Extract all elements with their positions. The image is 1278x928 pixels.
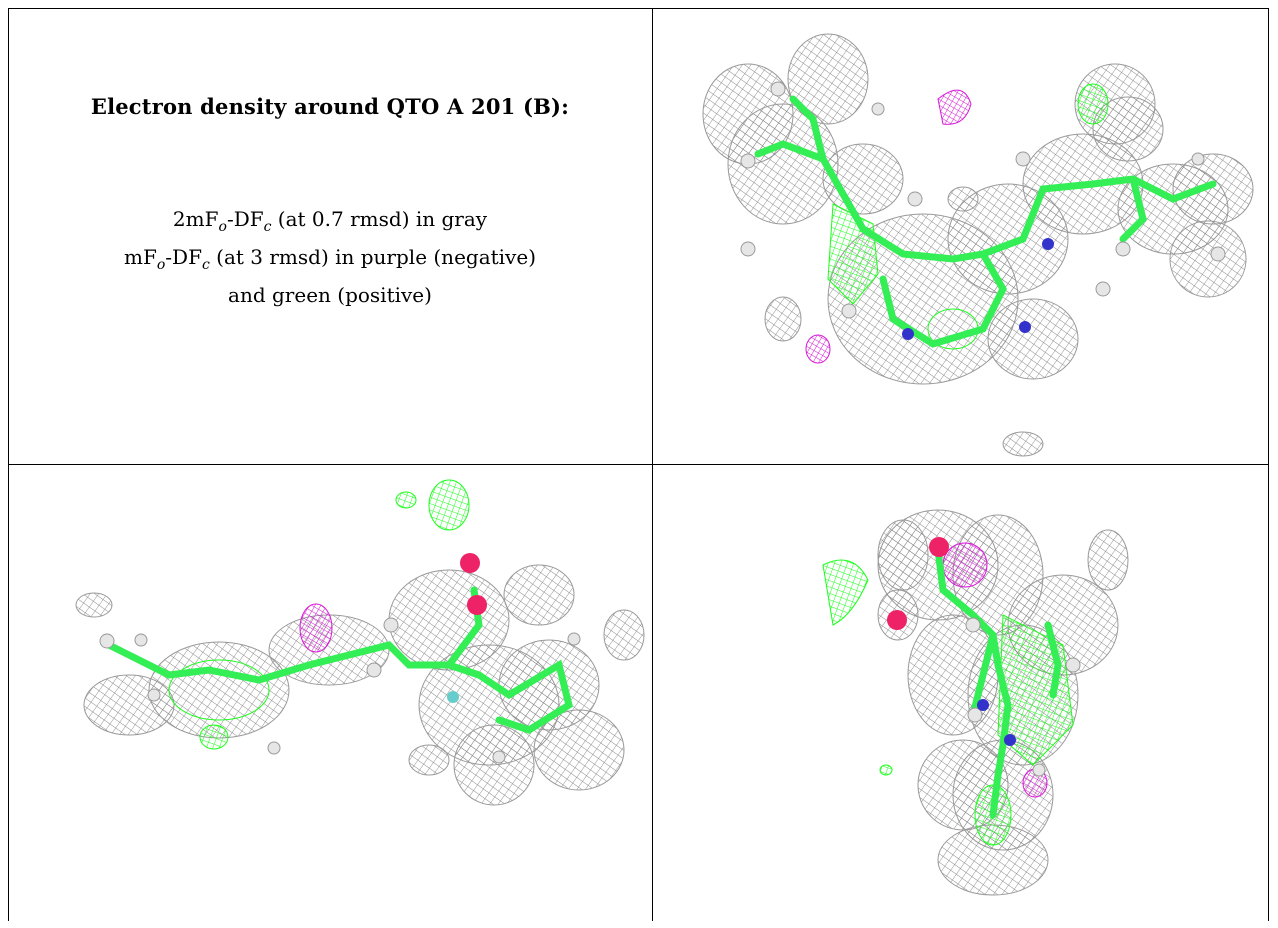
table-border-row — [8, 464, 1269, 465]
oxygen-atoms — [887, 537, 949, 630]
hydrogen-atoms — [740, 81, 1226, 319]
gray-mesh — [702, 33, 1254, 457]
hydrogen-atoms — [965, 617, 1081, 777]
figure-title: Electron density around QTO A 201 (B): — [90, 94, 570, 119]
density-legend: 2mFo-DFc (at 0.7 rmsd) in gray mFo-DFc (… — [8, 204, 652, 310]
table-border-top — [8, 8, 1269, 9]
ligand-bonds — [934, 546, 1062, 819]
green-mesh — [168, 479, 470, 750]
density-view-3 — [653, 465, 1268, 921]
nitrogen-atoms — [902, 238, 1054, 340]
nitrogen-atoms — [977, 699, 1016, 746]
ligand-bonds — [754, 95, 1217, 348]
figure-table: Electron density around QTO A 201 (B): 2… — [8, 8, 1269, 921]
purple-mesh — [805, 89, 972, 364]
caption-cell: Electron density around QTO A 201 (B): 2… — [8, 8, 652, 464]
purple-mesh — [299, 603, 333, 653]
legend-line-difference: mFo-DFc (at 3 rmsd) in purple (negative) — [124, 245, 536, 273]
fluorine-atoms — [447, 691, 459, 703]
legend-line-colors: and green (positive) — [228, 283, 432, 307]
legend-line-gray: 2mFo-DFc (at 0.7 rmsd) in gray — [172, 207, 488, 235]
density-view-1 — [653, 9, 1268, 464]
density-view-2 — [9, 465, 652, 921]
oxygen-atoms — [460, 553, 487, 615]
gray-mesh — [75, 564, 645, 806]
hydrogen-atoms — [99, 617, 581, 764]
